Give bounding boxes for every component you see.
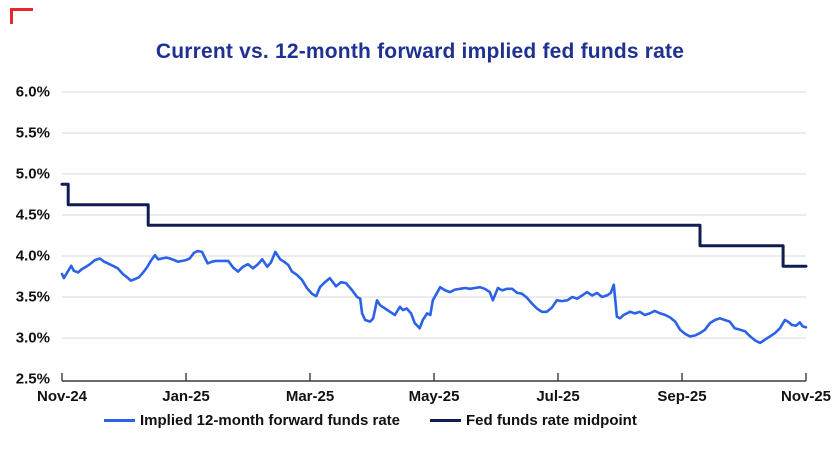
x-axis-tick-label: Mar-25 bbox=[285, 388, 335, 405]
x-axis-tick-label: Jul-25 bbox=[536, 388, 580, 405]
y-axis-tick-label: 5.0% bbox=[15, 165, 50, 183]
y-axis-tick-label: 4.5% bbox=[15, 206, 50, 224]
y-axis-tick-label: 2.5% bbox=[15, 370, 50, 388]
legend-item-fed-funds-midpoint: Fed funds rate midpoint bbox=[430, 411, 637, 429]
legend-label: Fed funds rate midpoint bbox=[466, 411, 637, 429]
y-axis-tick-label: 6.0% bbox=[15, 83, 50, 101]
legend-swatch-blue-line bbox=[104, 418, 135, 422]
red-crop-corner-mark bbox=[10, 8, 33, 24]
y-axis-tick-label: 5.5% bbox=[15, 124, 50, 142]
y-axis-tick-label: 3.5% bbox=[15, 288, 50, 306]
y-axis-tick-label: 3.0% bbox=[15, 329, 50, 347]
chart-title: Current vs. 12-month forward implied fed… bbox=[155, 40, 685, 63]
x-axis-tick-label: Nov-24 bbox=[36, 388, 88, 405]
x-axis-tick-label: Sep-25 bbox=[657, 388, 707, 405]
legend-label: Implied 12-month forward funds rate bbox=[140, 411, 401, 429]
x-axis-tick-label: May-25 bbox=[408, 388, 460, 405]
x-axis-tick-label: Nov-25 bbox=[780, 388, 832, 405]
y-axis-tick-label: 4.0% bbox=[15, 247, 50, 265]
series-line bbox=[60, 182, 808, 268]
x-axis-tick-label: Jan-25 bbox=[162, 388, 210, 405]
legend-item-implied-forward: Implied 12-month forward funds rate bbox=[104, 411, 401, 429]
series-line bbox=[60, 249, 808, 345]
legend-swatch-navy-line bbox=[430, 418, 461, 422]
